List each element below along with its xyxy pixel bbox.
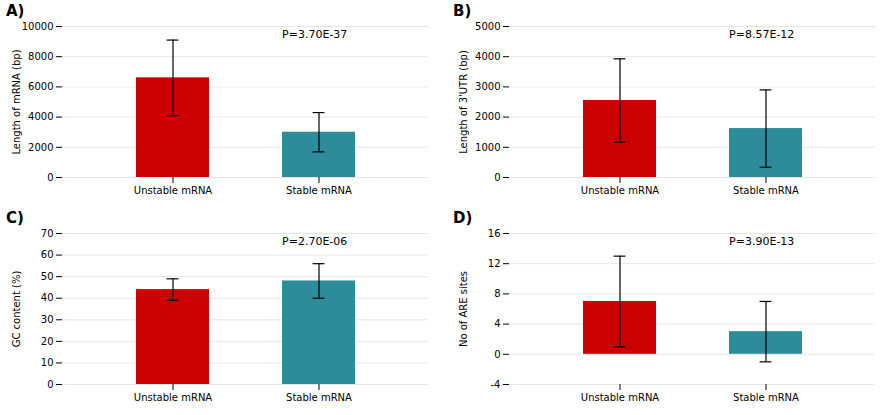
svg-text:2000: 2000 <box>475 111 500 122</box>
svg-text:Unstable mRNA: Unstable mRNA <box>134 392 213 403</box>
svg-text:12: 12 <box>488 258 501 269</box>
svg-text:30: 30 <box>41 314 54 325</box>
html-text:C): C) <box>6 209 24 227</box>
svg-text:1000: 1000 <box>475 142 500 153</box>
svg-text:16: 16 <box>488 228 501 239</box>
svg-text:0: 0 <box>47 172 53 183</box>
svg-text:0: 0 <box>494 349 500 360</box>
svg-text:P=8.57E-12: P=8.57E-12 <box>729 28 794 41</box>
svg-text:60: 60 <box>41 249 54 260</box>
svg-text:50: 50 <box>41 271 54 282</box>
svg-text:Stable mRNA: Stable mRNA <box>286 185 352 196</box>
svg-text:4000: 4000 <box>475 51 500 62</box>
svg-text:6000: 6000 <box>28 81 53 92</box>
svg-text:-4: -4 <box>491 379 501 390</box>
svg-text:0: 0 <box>47 379 53 390</box>
svg-text:40: 40 <box>41 292 54 303</box>
svg-text:4000: 4000 <box>28 111 53 122</box>
svg-text:70: 70 <box>41 228 54 239</box>
svg-text:4: 4 <box>494 318 500 329</box>
svg-text:Length of 3'UTR (bp): Length of 3'UTR (bp) <box>458 50 469 154</box>
svg-text:8000: 8000 <box>28 51 53 62</box>
svg-text:Unstable mRNA: Unstable mRNA <box>134 185 213 196</box>
svg-text:20: 20 <box>41 336 54 347</box>
svg-text:Unstable mRNA: Unstable mRNA <box>581 185 660 196</box>
svg-text:P=3.90E-13: P=3.90E-13 <box>729 235 794 248</box>
svg-text:8: 8 <box>494 288 500 299</box>
svg-text:3000: 3000 <box>475 81 500 92</box>
svg-text:Stable mRNA: Stable mRNA <box>733 185 799 196</box>
svg-text:Stable mRNA: Stable mRNA <box>733 392 799 403</box>
svg-text:10000: 10000 <box>22 21 54 32</box>
svg-text:5000: 5000 <box>475 21 500 32</box>
svg-text:No of ARE sites: No of ARE sites <box>458 271 469 347</box>
svg-text:2000: 2000 <box>28 142 53 153</box>
svg-text:P=2.70E-06: P=2.70E-06 <box>282 235 347 248</box>
svg-text:GC content (%): GC content (%) <box>11 271 22 348</box>
svg-text:Length of mRNA (bp): Length of mRNA (bp) <box>11 49 22 154</box>
svg-text:Unstable mRNA: Unstable mRNA <box>581 392 660 403</box>
svg-text:0: 0 <box>494 172 500 183</box>
html-text:B): B) <box>453 2 472 20</box>
svg-text:10: 10 <box>41 357 54 368</box>
html-text:A): A) <box>6 2 25 20</box>
svg-text:P=3.70E-37: P=3.70E-37 <box>282 28 347 41</box>
svg-text:Stable mRNA: Stable mRNA <box>286 392 352 403</box>
html-text:D): D) <box>453 209 473 227</box>
